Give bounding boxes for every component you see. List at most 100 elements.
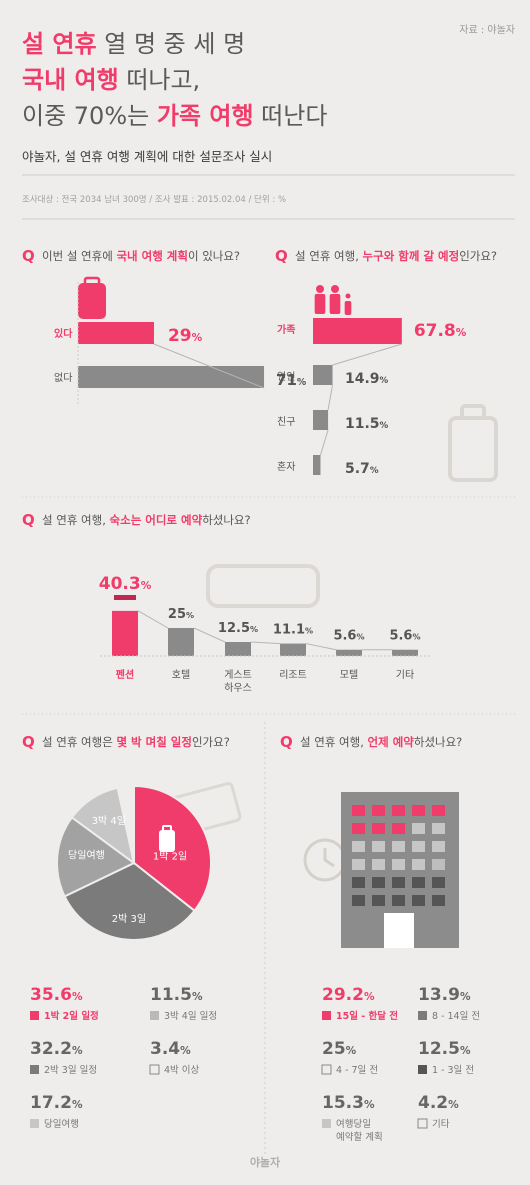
legend-label: 여행당일 [336, 1118, 371, 1130]
value-unit: % [305, 627, 313, 636]
connector-line [250, 641, 281, 645]
category-label: 혼자 [277, 460, 295, 473]
question-text-part: 설 연휴 여행, [42, 513, 110, 527]
building-window [432, 895, 445, 906]
question-mark: Q [22, 247, 35, 265]
building-window [392, 841, 405, 852]
value-label: 11.5% [345, 416, 389, 432]
building-window [392, 895, 405, 906]
value-number: 5.6 [333, 629, 356, 644]
title-line2-part: 떠나고, [119, 66, 201, 94]
legend-swatch [150, 1011, 159, 1020]
value-label: 14.9% [345, 371, 389, 387]
legend-label: 1 - 3일 전 [432, 1065, 474, 1076]
value-label: 5.6% [333, 629, 364, 644]
value-number: 3.4 [150, 1039, 180, 1059]
value-unit: % [448, 1099, 459, 1111]
value-unit: % [364, 1099, 375, 1111]
family-icon [316, 285, 324, 293]
connector-line [193, 627, 226, 643]
value-unit: % [370, 466, 379, 476]
value-label: 67.8% [414, 321, 467, 341]
suitcase-icon [448, 416, 498, 482]
building-window [352, 877, 365, 888]
value-unit: % [141, 580, 152, 592]
category-label: 호텔 [172, 669, 190, 681]
value-number: 40.3 [99, 574, 141, 594]
category-label: 리조트 [279, 669, 307, 681]
question-text-part: 하셨나요? [414, 735, 462, 749]
legend-value: 17.2% [30, 1093, 83, 1113]
slice-label: 당일여행 [68, 850, 105, 862]
value-number: 71 [276, 371, 297, 389]
connector-line [327, 384, 334, 411]
connector-line [137, 610, 169, 629]
building-window [432, 877, 445, 888]
question-mark: Q [275, 247, 288, 265]
legend-label: 1박 2일 일정 [44, 1010, 99, 1022]
value-label: 5.7% [345, 461, 379, 477]
value-number: 32.2 [30, 1039, 72, 1059]
suitcase-icon [460, 404, 486, 420]
question-mark: Q [22, 511, 35, 529]
pie-slice [63, 861, 196, 941]
suitcase-icon [162, 825, 172, 832]
legend-value: 15.3% [322, 1093, 375, 1113]
legend-label: 4박 이상 [164, 1065, 200, 1076]
value-number: 4.2 [418, 1093, 448, 1113]
value-unit: % [380, 376, 389, 386]
legend-value: 25% [322, 1039, 357, 1059]
question-text: 설 연휴 여행은 몇 박 며칠 일정인가요? [42, 735, 230, 749]
building-window [372, 859, 385, 870]
question-mark-part: Q [22, 733, 35, 751]
value-label: 12.5% [218, 621, 258, 636]
value-number: 11.5 [150, 985, 192, 1005]
building-window [432, 859, 445, 870]
building-window [392, 805, 405, 816]
value-number: 35.6 [30, 985, 72, 1005]
slice-label: 1박 2일 [153, 851, 187, 863]
legend-value: 29.2% [322, 985, 375, 1005]
value-number: 17.2 [30, 1093, 72, 1113]
value-unit: % [346, 1045, 357, 1057]
category-label: 없다 [54, 371, 72, 384]
question-text: 설 연휴 여행, 숙소는 어디로 예약하셨나요? [42, 513, 251, 527]
value-unit: % [460, 991, 471, 1003]
question-text: 설 연휴 여행, 누구와 함께 갈 예정인가요? [295, 249, 497, 263]
value-label: 71% [276, 371, 307, 389]
building-window [432, 805, 445, 816]
category-label: 모텔 [340, 669, 358, 681]
legend-swatch [322, 1011, 331, 1020]
building-window [412, 877, 425, 888]
legend-swatch [30, 1119, 39, 1128]
value-number: 13.9 [418, 985, 460, 1005]
connector-line [153, 343, 265, 389]
building-window [392, 823, 405, 834]
value-label: 29% [168, 326, 203, 346]
category-label: 친구 [277, 416, 295, 428]
legend-swatch [418, 1065, 427, 1074]
building-door [384, 913, 414, 948]
value-unit: % [297, 377, 307, 388]
value-number: 15.3 [322, 1093, 364, 1113]
category-label: 연인 [277, 371, 295, 383]
question-text: 설 연휴 여행, 언제 예약하셨나요? [300, 735, 462, 749]
bar [78, 322, 154, 344]
building-window [412, 823, 425, 834]
legend-label: 3박 4일 일정 [164, 1011, 217, 1022]
legend-value: 35.6% [30, 985, 83, 1005]
legend-swatch [149, 1064, 160, 1075]
value-number: 25 [322, 1039, 346, 1059]
question-text-part: 국내 여행 계획 [116, 249, 188, 263]
building-window [352, 859, 365, 870]
value-unit: % [72, 1045, 83, 1057]
value-unit: % [72, 991, 83, 1003]
building-window [392, 859, 405, 870]
building-window [372, 805, 385, 816]
bar-cap [114, 595, 136, 600]
legend-label: 15일 - 한달 전 [336, 1010, 398, 1022]
legend-value: 13.9% [418, 985, 471, 1005]
value-number: 11.5 [345, 416, 380, 432]
question-mark-part: Q [275, 247, 288, 265]
legend-value: 4.2% [418, 1093, 459, 1113]
